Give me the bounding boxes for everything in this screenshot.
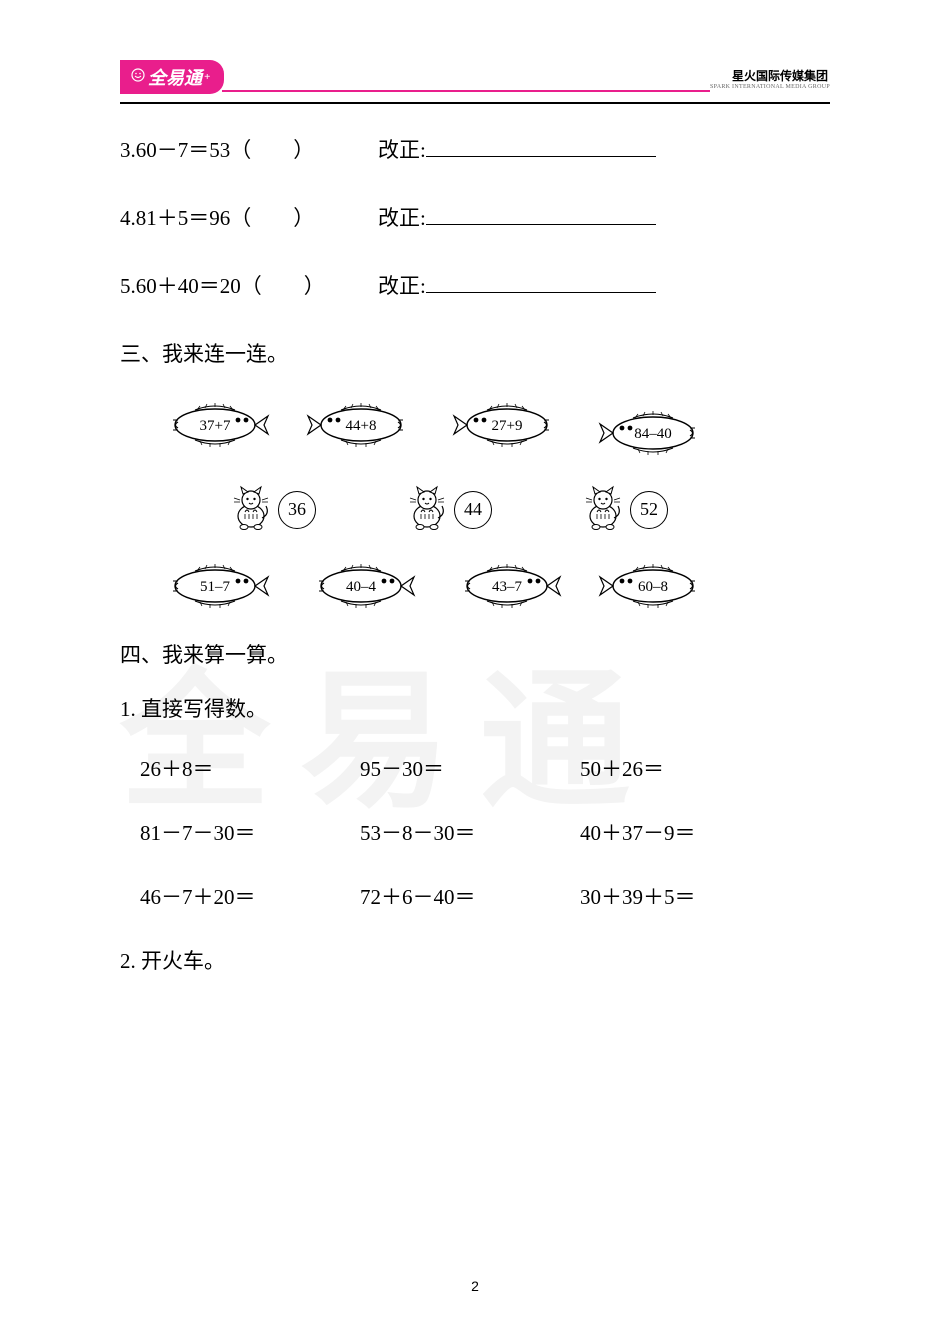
problem-line: 4.81＋5＝96（ ） 改正: <box>120 202 830 232</box>
calc-cell: 50＋26＝ <box>580 753 800 783</box>
fish-top: 44+8 <box>306 400 416 450</box>
cat-row: 36 44 52 <box>160 484 830 535</box>
cat-item: 36 <box>230 484 316 535</box>
svg-text:40–4: 40–4 <box>346 579 377 595</box>
svg-text:51–7: 51–7 <box>200 579 231 595</box>
cat-number: 44 <box>454 491 492 529</box>
correction-label: 改正: <box>378 270 426 300</box>
blank-line[interactable] <box>426 202 656 225</box>
fish-top: 84–40 <box>598 408 708 458</box>
problem-expr: 4.81＋5＝96（ ） <box>120 202 350 232</box>
calc-cell: 81－7－30＝ <box>140 817 360 847</box>
calc-cell: 72＋6－40＝ <box>360 881 580 911</box>
fish-bottom: 51–7 <box>160 561 270 611</box>
calc-row: 81－7－30＝53－8－30＝40＋37－9＝ <box>140 817 830 847</box>
calc-cell: 46－7＋20＝ <box>140 881 360 911</box>
logo-sup: + <box>204 71 210 83</box>
header-pink-line <box>222 90 710 92</box>
match-area: 37+7 44+8 27+9 84–40 36 44 52 51–7 40–4 43–7 60–… <box>160 392 830 611</box>
svg-text:60–8: 60–8 <box>638 579 668 595</box>
svg-text:84–40: 84–40 <box>634 426 672 442</box>
fish-top: 27+9 <box>452 400 562 450</box>
blank-line[interactable] <box>426 270 656 293</box>
cat-icon <box>230 484 272 535</box>
svg-text:43–7: 43–7 <box>492 579 523 595</box>
calc-grid: 26＋8＝95－30＝50＋26＝ 81－7－30＝53－8－30＝40＋37－9… <box>140 753 830 911</box>
fish-top: 37+7 <box>160 400 270 450</box>
cat-icon <box>406 484 448 535</box>
company-sub: SPARK INTERNATIONAL MEDIA GROUP <box>710 84 830 90</box>
section4-title: 四、我来算一算。 <box>120 639 830 669</box>
section3-title: 三、我来连一连。 <box>120 338 830 368</box>
fish-bottom: 40–4 <box>306 561 416 611</box>
calc-cell: 95－30＝ <box>360 753 580 783</box>
company-name: 星火国际传媒集团 <box>732 67 828 84</box>
logo-smile-icon <box>130 67 146 88</box>
calc-row: 46－7＋20＝72＋6－40＝30＋39＋5＝ <box>140 881 830 911</box>
svg-text:37+7: 37+7 <box>200 418 231 434</box>
cat-item: 44 <box>406 484 492 535</box>
svg-text:27+9: 27+9 <box>492 418 523 434</box>
fish-row-bottom: 51–7 40–4 43–7 60–8 <box>160 561 830 611</box>
company-block: 星火国际传媒集团 SPARK INTERNATIONAL MEDIA GROUP <box>710 67 830 90</box>
logo-text: 全易通 <box>148 64 202 90</box>
logo-badge: 全易通+ <box>120 60 224 94</box>
cat-number: 36 <box>278 491 316 529</box>
sub2-title: 2. 开火车。 <box>120 945 830 975</box>
sub1-title: 1. 直接写得数。 <box>120 693 830 723</box>
header-bar: 全易通+ 星火国际传媒集团 SPARK INTERNATIONAL MEDIA … <box>120 60 830 94</box>
cat-number: 52 <box>630 491 668 529</box>
correction-label: 改正: <box>378 134 426 164</box>
page-number: 2 <box>0 1278 950 1294</box>
problem-expr: 5.60＋40＝20（ ） <box>120 270 350 300</box>
problem-line: 5.60＋40＝20（ ） 改正: <box>120 270 830 300</box>
page-content: 全易通+ 星火国际传媒集团 SPARK INTERNATIONAL MEDIA … <box>0 0 950 1045</box>
calc-cell: 40＋37－9＝ <box>580 817 800 847</box>
fish-bottom: 60–8 <box>598 561 708 611</box>
calc-cell: 26＋8＝ <box>140 753 360 783</box>
problem-expr: 3.60－7＝53（ ） <box>120 134 350 164</box>
cat-icon <box>582 484 624 535</box>
svg-text:44+8: 44+8 <box>346 418 377 434</box>
correction-label: 改正: <box>378 202 426 232</box>
cat-item: 52 <box>582 484 668 535</box>
fish-row-top: 37+7 44+8 27+9 84–40 <box>160 392 830 458</box>
header-underline <box>120 102 830 104</box>
calc-cell: 53－8－30＝ <box>360 817 580 847</box>
blank-line[interactable] <box>426 134 656 157</box>
calc-cell: 30＋39＋5＝ <box>580 881 800 911</box>
problem-line: 3.60－7＝53（ ） 改正: <box>120 134 830 164</box>
fish-bottom: 43–7 <box>452 561 562 611</box>
calc-row: 26＋8＝95－30＝50＋26＝ <box>140 753 830 783</box>
